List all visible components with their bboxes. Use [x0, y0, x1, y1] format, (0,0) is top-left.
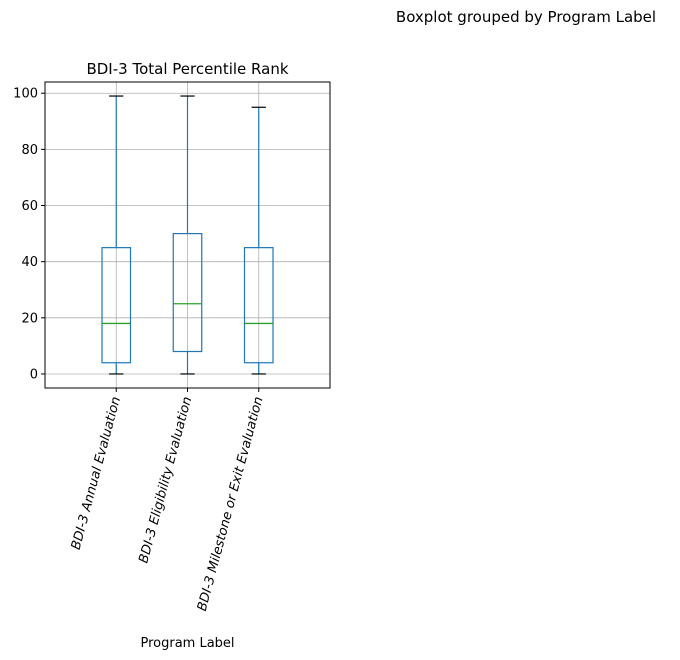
chart-title: BDI-3 Total Percentile Rank [86, 60, 288, 78]
x-tick-label: BDI-3 Eligibility Evaluation [136, 395, 195, 565]
y-tick-label: 60 [21, 199, 38, 214]
y-tick-label: 0 [30, 367, 38, 382]
box-series [101, 95, 274, 375]
y-tick-label: 40 [21, 255, 38, 270]
box-group [243, 106, 274, 375]
box-group [101, 95, 132, 375]
iqr-box [243, 247, 274, 364]
y-axis: 0 20 40 60 80 100 [13, 87, 45, 382]
y-tick-label: 100 [13, 87, 38, 102]
x-axis-label: Program Label [140, 636, 234, 651]
y-tick-label: 20 [21, 311, 38, 326]
figure-suptitle: Boxplot grouped by Program Label [396, 8, 656, 26]
x-tick-label: BDI-3 Annual Evaluation [69, 395, 124, 551]
y-tick-label: 80 [21, 143, 38, 158]
iqr-box [172, 232, 203, 353]
x-tick-label: BDI-3 Milestone or Exit Evaluation [195, 395, 267, 613]
x-axis: BDI-3 Annual Evaluation BDI-3 Eligibility… [69, 388, 267, 613]
iqr-box [101, 247, 132, 364]
box-group [172, 95, 203, 375]
